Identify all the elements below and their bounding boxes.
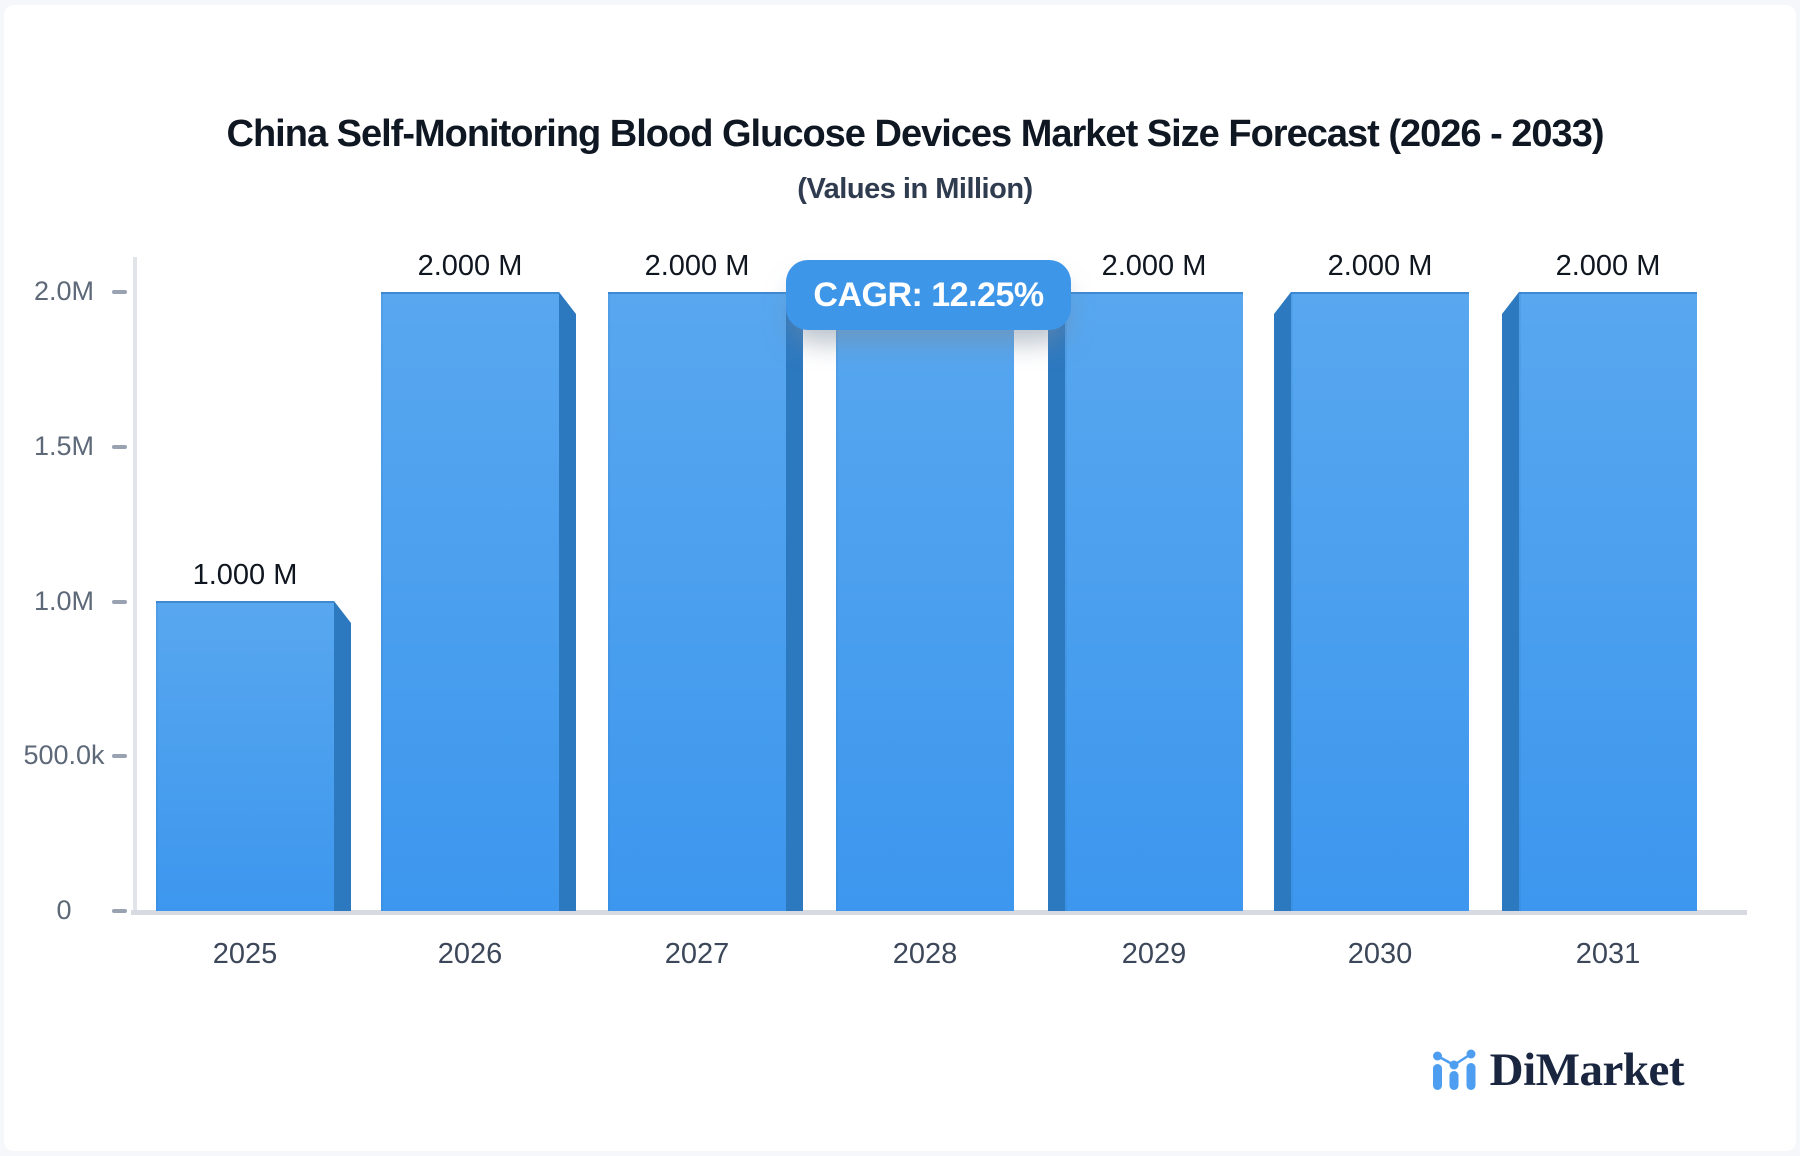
y-tick-mark-1.5M [112,444,127,449]
x-tick-label-2028: 2028 [892,938,958,970]
bar-side-2026 [559,292,576,911]
x-tick-label-2030: 2030 [1347,938,1413,970]
x-tick-label-2026: 2026 [437,938,503,970]
bar-value-label-2027: 2.000 M [644,250,750,282]
plot-area: 1.000 M 2025 2.000 M 2026 2.000 M 2027 2028 2.0… [4,5,1796,1151]
x-axis-line [131,910,1747,915]
cagr-badge: CAGR: 12.25% [786,260,1071,330]
bar-side-2027 [786,292,803,911]
y-tick-label-1.5M: 1.5M [33,430,95,461]
x-tick-label-2025: 2025 [212,938,278,970]
bar-2029 [1065,292,1243,911]
y-tick-mark-1.0M [112,599,127,604]
x-tick-label-2031: 2031 [1575,938,1641,970]
x-tick-label-2029: 2029 [1121,938,1187,970]
y-axis-line [133,257,137,915]
y-tick-label-2.0M: 2.0M [33,276,95,306]
bar-value-label-2026: 2.000 M [417,250,523,282]
cagr-badge-label: CAGR: 12.25% [813,275,1044,314]
y-tick-mark-500.0k [112,754,127,759]
y-tick-label-1.0M: 1.0M [33,585,95,616]
mini-bar-line-chart-icon [1432,1049,1476,1090]
y-tick-mark-2.0M [112,290,127,294]
bar-side-2031 [1502,292,1519,911]
bar-2027 [608,292,786,911]
chart-title: China Self-Monitoring Blood Glucose Devi… [226,113,1605,155]
bar-2026 [381,292,559,911]
bar-side-2029 [1048,292,1065,911]
y-tick-label-500.0k: 500.0k [23,740,105,771]
bar-2031 [1519,292,1697,911]
bar-value-label-2031: 2.000 M [1555,250,1661,282]
bar-2025 [156,601,334,911]
x-tick-label-2027: 2027 [664,938,730,970]
bar-side-2030 [1274,292,1291,911]
y-tick-label-0: 0 [56,895,72,925]
bar-value-label-2025: 1.000 M [192,559,298,591]
dimarket-logo: DiMarket [1431,1043,1685,1097]
chart-card: China Self-Monitoring Blood Glucose Devi… [4,5,1796,1151]
bar-2028 [836,292,1014,911]
chart-subtitle: (Values in Million) [797,173,1033,205]
bar-side-2025 [334,601,351,911]
bar-value-label-2029: 2.000 M [1101,250,1207,282]
bar-value-label-2030: 2.000 M [1327,250,1433,282]
bar-2030 [1291,292,1469,911]
dimarket-logo-text: DiMarket [1489,1044,1685,1096]
y-tick-mark-0 [112,909,127,913]
